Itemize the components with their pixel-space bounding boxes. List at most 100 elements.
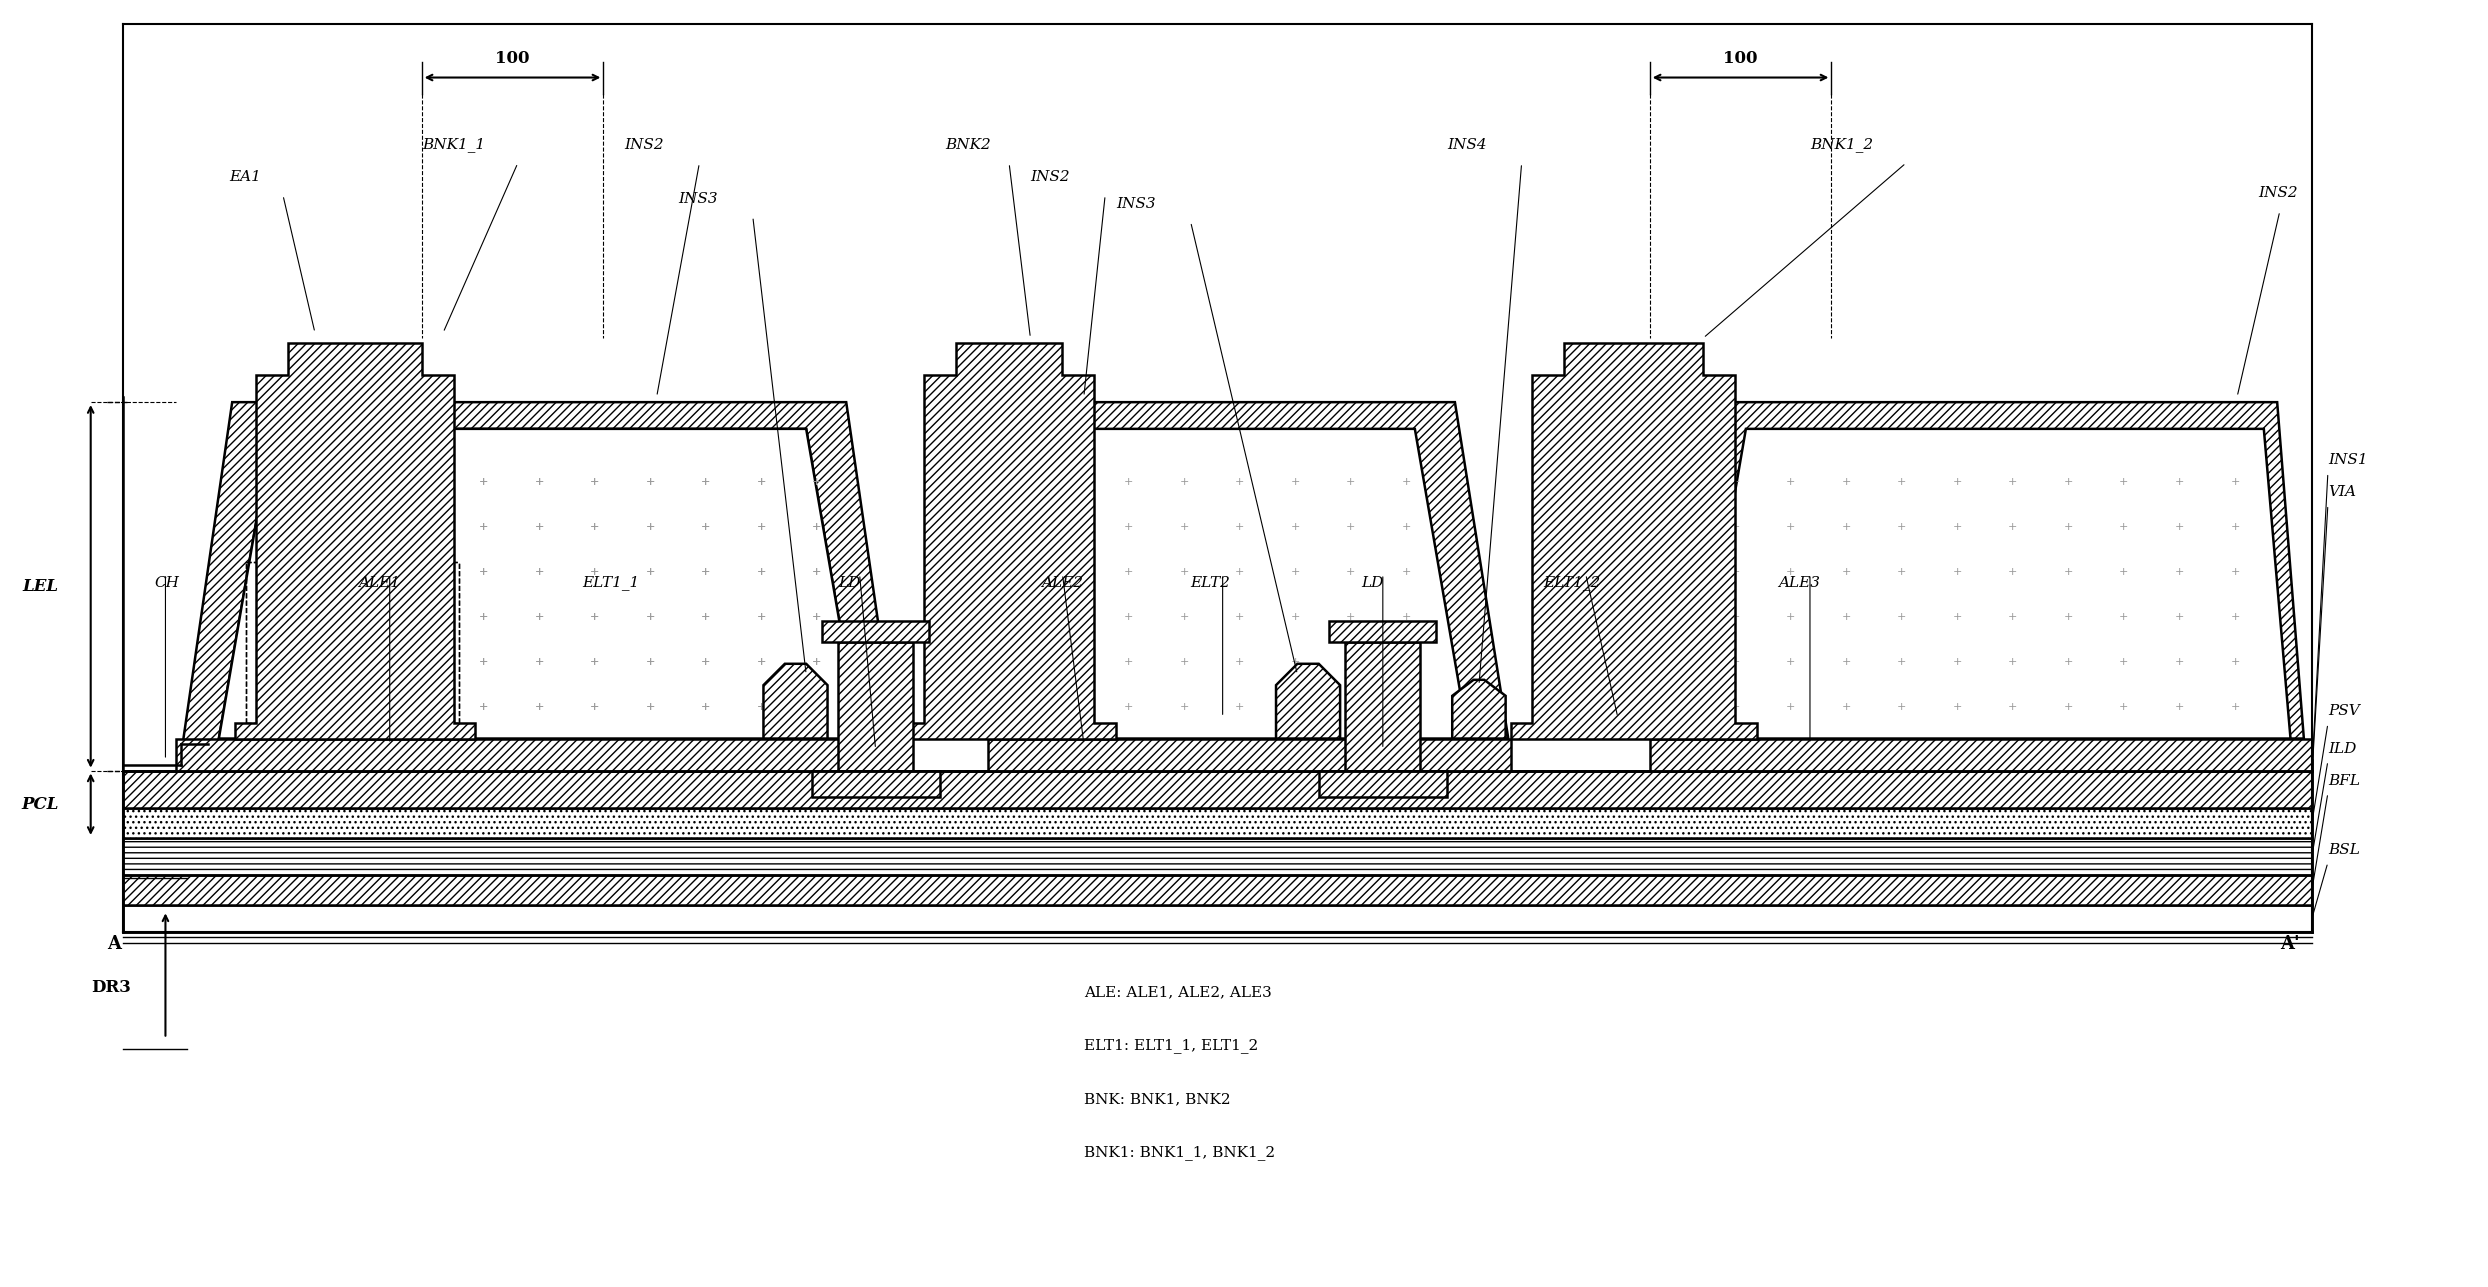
Text: +: +	[256, 568, 266, 577]
Text: +: +	[256, 523, 266, 532]
Text: +: +	[313, 523, 321, 532]
Text: +: +	[535, 701, 545, 712]
Text: +: +	[1841, 568, 1851, 577]
Text: +: +	[702, 523, 712, 532]
Text: 100: 100	[1724, 50, 1759, 67]
Text: +: +	[480, 477, 488, 488]
Text: +: +	[644, 568, 654, 577]
Text: +: +	[368, 656, 378, 667]
Text: +: +	[1125, 523, 1135, 532]
Text: +: +	[1346, 611, 1356, 622]
Text: +: +	[256, 701, 266, 712]
Text: +: +	[2229, 523, 2239, 532]
Text: ELT1_2: ELT1_2	[1543, 575, 1600, 591]
Text: VIA: VIA	[2329, 485, 2356, 499]
Text: +: +	[256, 477, 266, 488]
Text: +: +	[811, 568, 821, 577]
Text: +: +	[1291, 611, 1299, 622]
Text: +: +	[811, 611, 821, 622]
Text: +: +	[1953, 568, 1963, 577]
Polygon shape	[1510, 344, 1757, 739]
Text: +: +	[1786, 701, 1796, 712]
Text: +: +	[1732, 568, 1739, 577]
Text: +: +	[2120, 568, 2130, 577]
Text: INS1: INS1	[2329, 453, 2369, 467]
Text: +: +	[811, 477, 821, 488]
Text: +: +	[644, 611, 654, 622]
Text: +: +	[702, 701, 712, 712]
Text: +: +	[644, 523, 654, 532]
Text: +: +	[644, 477, 654, 488]
Text: INS2: INS2	[624, 138, 664, 152]
Text: +: +	[368, 568, 378, 577]
Text: INS3: INS3	[1115, 197, 1154, 211]
Text: +: +	[423, 611, 433, 622]
Text: +: +	[1291, 656, 1299, 667]
Text: +: +	[480, 611, 488, 622]
Polygon shape	[122, 905, 2311, 932]
Text: +: +	[535, 611, 545, 622]
Text: +: +	[1786, 656, 1796, 667]
Text: +: +	[480, 701, 488, 712]
Text: ALE2: ALE2	[1040, 577, 1082, 591]
Text: +: +	[1234, 523, 1244, 532]
Text: +: +	[2063, 523, 2073, 532]
Polygon shape	[122, 771, 2311, 808]
Text: A: A	[107, 936, 122, 954]
Polygon shape	[234, 344, 475, 739]
Text: +: +	[1732, 701, 1739, 712]
Text: +: +	[2008, 701, 2018, 712]
Text: +: +	[2175, 523, 2184, 532]
Text: +: +	[368, 701, 378, 712]
Text: +: +	[1898, 611, 1906, 622]
Text: +: +	[590, 477, 600, 488]
Text: +: +	[1291, 523, 1299, 532]
Text: +: +	[1179, 656, 1189, 667]
Text: +: +	[313, 523, 321, 532]
Text: +: +	[480, 568, 488, 577]
Text: +: +	[2229, 701, 2239, 712]
Text: +: +	[1067, 523, 1077, 532]
Text: +: +	[480, 523, 488, 532]
Text: +: +	[1898, 568, 1906, 577]
Text: +: +	[2229, 477, 2239, 488]
Text: +: +	[590, 611, 600, 622]
Text: +: +	[480, 656, 488, 667]
Text: +: +	[1841, 523, 1851, 532]
Text: +: +	[1067, 611, 1077, 622]
Text: LD: LD	[1361, 577, 1383, 591]
Text: +: +	[368, 656, 378, 667]
Text: +: +	[480, 611, 488, 622]
Text: +: +	[702, 656, 712, 667]
Polygon shape	[1692, 429, 2291, 739]
Text: +: +	[2063, 568, 2073, 577]
Text: +: +	[756, 568, 766, 577]
Text: +: +	[756, 568, 766, 577]
Text: ALE3: ALE3	[1779, 577, 1819, 591]
Polygon shape	[988, 739, 1510, 771]
Text: +: +	[811, 656, 821, 667]
Text: BNK1_1: BNK1_1	[423, 138, 485, 152]
Text: +: +	[1179, 568, 1189, 577]
Text: +: +	[535, 656, 545, 667]
Text: +: +	[2120, 701, 2130, 712]
Text: +: +	[2120, 611, 2130, 622]
Text: +: +	[702, 568, 712, 577]
Text: +: +	[480, 523, 488, 532]
Text: +: +	[1401, 523, 1411, 532]
Text: +: +	[1067, 656, 1077, 667]
Text: +: +	[1953, 477, 1963, 488]
Text: +: +	[590, 568, 600, 577]
Text: +: +	[313, 701, 321, 712]
Text: +: +	[2229, 656, 2239, 667]
Text: +: +	[811, 701, 821, 712]
Text: +: +	[2175, 568, 2184, 577]
Text: +: +	[256, 568, 266, 577]
Text: +: +	[368, 523, 378, 532]
Polygon shape	[821, 622, 928, 642]
Text: +: +	[480, 568, 488, 577]
Text: +: +	[644, 701, 654, 712]
Text: +: +	[811, 656, 821, 667]
Text: +: +	[1234, 611, 1244, 622]
Text: +: +	[811, 611, 821, 622]
